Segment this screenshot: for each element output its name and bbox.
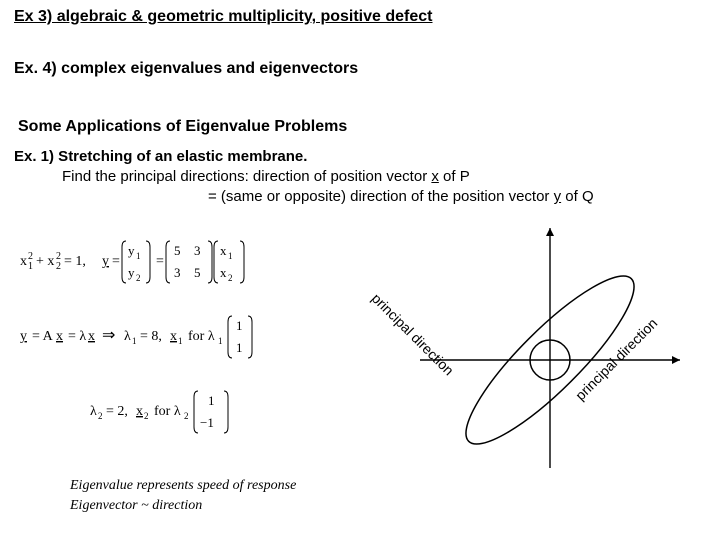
svg-text:1: 1 (208, 393, 215, 408)
svg-text:y: y (102, 254, 109, 269)
footer-line-2: Eigenvector ~ direction (70, 498, 202, 514)
svg-text:2: 2 (28, 251, 33, 262)
heading-ex3: Ex 3) algebraic & geometric multiplicity… (14, 8, 433, 26)
svg-text:5: 5 (174, 243, 181, 258)
svg-text:⇒: ⇒ (102, 327, 115, 344)
svg-text:λ: λ (90, 404, 97, 419)
svg-text:1: 1 (28, 261, 33, 272)
svg-text:x: x (136, 404, 143, 419)
heading-ex4: Ex. 4) complex eigenvalues and eigenvect… (14, 60, 358, 78)
svg-text:2: 2 (56, 261, 61, 272)
ex1-line2-pre: Find the principal directions: direction… (62, 168, 431, 185)
svg-text:y: y (128, 243, 135, 258)
svg-text:=: = (112, 254, 120, 269)
svg-text:5: 5 (194, 265, 201, 280)
svg-text:2: 2 (228, 273, 233, 283)
svg-text:2: 2 (144, 411, 149, 421)
svg-text:= A: = A (32, 329, 54, 344)
heading-ex1-line1: Ex. 1) Stretching of an elastic membrane… (14, 148, 307, 165)
ex1-line3-pre: = (same or opposite) direction of the po… (208, 188, 554, 205)
svg-text:2: 2 (56, 251, 61, 262)
svg-text:= λ: = λ (68, 329, 86, 344)
svg-text:x: x (20, 254, 27, 269)
svg-text:y: y (20, 329, 27, 344)
svg-text:x: x (170, 329, 177, 344)
svg-text:for λ: for λ (154, 404, 181, 419)
svg-text:1: 1 (132, 336, 137, 346)
equation-2: y = A x = λ x ⇒ λ1 = 8, x1 for λ1 1 1 (20, 310, 340, 369)
svg-text:3: 3 (194, 243, 201, 258)
vector-y-underline: y (554, 188, 562, 205)
svg-text:y: y (128, 265, 135, 280)
svg-text:1: 1 (218, 336, 223, 346)
diagram-svg (410, 210, 690, 470)
svg-text:=: = (156, 254, 164, 269)
svg-text:1: 1 (136, 251, 141, 261)
svg-text:2: 2 (136, 273, 141, 283)
svg-text:= 1,: = 1, (64, 254, 86, 269)
svg-text:for λ: for λ (188, 329, 215, 344)
eq3-svg: λ2 = 2, x2 for λ2 1 −1 (90, 385, 340, 439)
svg-text:1: 1 (228, 251, 233, 261)
svg-text:x: x (220, 265, 227, 280)
ex1-line3-post: of Q (561, 188, 594, 205)
vector-x-underline: x (431, 168, 439, 185)
equation-1: x 1 2 + x 2 2 = 1, y = y1 y2 = 5 3 3 5 x… (20, 235, 340, 294)
svg-text:= 2,: = 2, (106, 404, 128, 419)
svg-text:x: x (220, 243, 227, 258)
svg-text:2: 2 (184, 411, 189, 421)
svg-text:λ: λ (124, 329, 131, 344)
svg-text:−1: −1 (200, 415, 214, 430)
svg-text:+ x: + x (36, 254, 54, 269)
svg-text:3: 3 (174, 265, 181, 280)
svg-text:2: 2 (98, 411, 103, 421)
equation-3: λ2 = 2, x2 for λ2 1 −1 (90, 385, 340, 444)
footer-line-1: Eigenvalue represents speed of response (70, 478, 296, 494)
svg-text:1: 1 (236, 340, 243, 355)
svg-text:= 8,: = 8, (140, 329, 162, 344)
svg-text:x: x (88, 329, 95, 344)
ex1-line2-post: of P (439, 168, 470, 185)
svg-text:1: 1 (178, 336, 183, 346)
heading-ex1-line2: Find the principal directions: direction… (62, 168, 470, 185)
svg-text:1: 1 (236, 318, 243, 333)
heading-ex1-line3: = (same or opposite) direction of the po… (208, 188, 594, 205)
ellipse-diagram: principal direction principal direction (410, 210, 690, 470)
eq1-svg: x 1 2 + x 2 2 = 1, y = y1 y2 = 5 3 3 5 x… (20, 235, 340, 289)
svg-text:x: x (56, 329, 63, 344)
eq2-svg: y = A x = λ x ⇒ λ1 = 8, x1 for λ1 1 1 (20, 310, 340, 364)
heading-applications: Some Applications of Eigenvalue Problems (18, 118, 347, 136)
